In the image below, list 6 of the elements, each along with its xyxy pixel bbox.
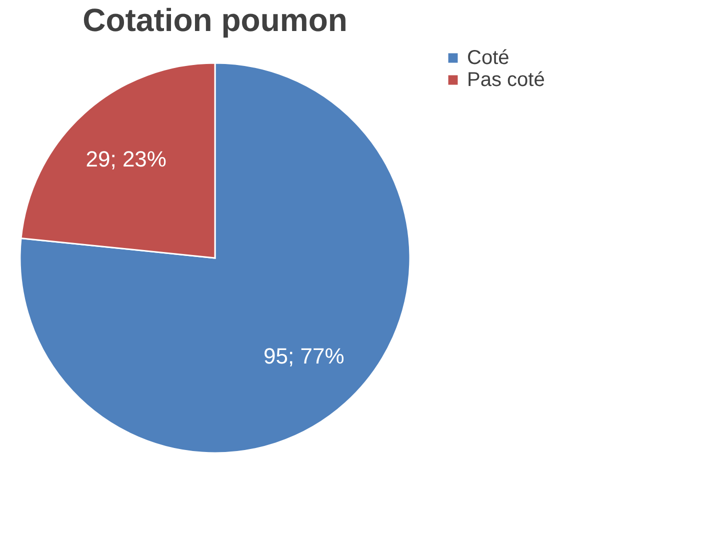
legend-label: Pas coté (467, 69, 545, 91)
pie-slice (19, 62, 410, 454)
data-label: 95; 77% (264, 343, 344, 368)
data-label: 29; 23% (86, 146, 166, 172)
legend-label: Coté (467, 47, 510, 69)
chart-title: Cotation poumon (82, 2, 348, 38)
